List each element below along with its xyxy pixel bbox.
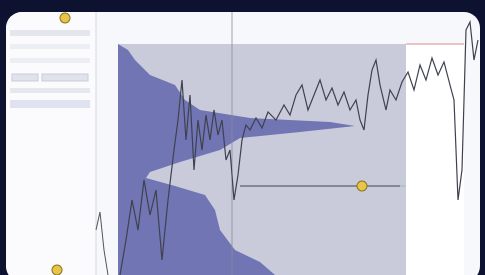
- panel-row: [10, 58, 90, 63]
- marker: [357, 181, 367, 191]
- app-window: [6, 12, 480, 275]
- panel-row: [10, 100, 90, 108]
- marker: [52, 265, 62, 275]
- screenshot: [0, 0, 485, 275]
- marker: [60, 13, 70, 23]
- panel-row: [10, 88, 90, 93]
- panel-button[interactable]: [42, 74, 88, 81]
- right-area: [406, 44, 464, 275]
- side-panel: [6, 12, 108, 275]
- panel-button[interactable]: [12, 74, 38, 81]
- panel-row: [10, 30, 90, 36]
- panel-row: [10, 44, 90, 49]
- panel-bg: [6, 12, 96, 275]
